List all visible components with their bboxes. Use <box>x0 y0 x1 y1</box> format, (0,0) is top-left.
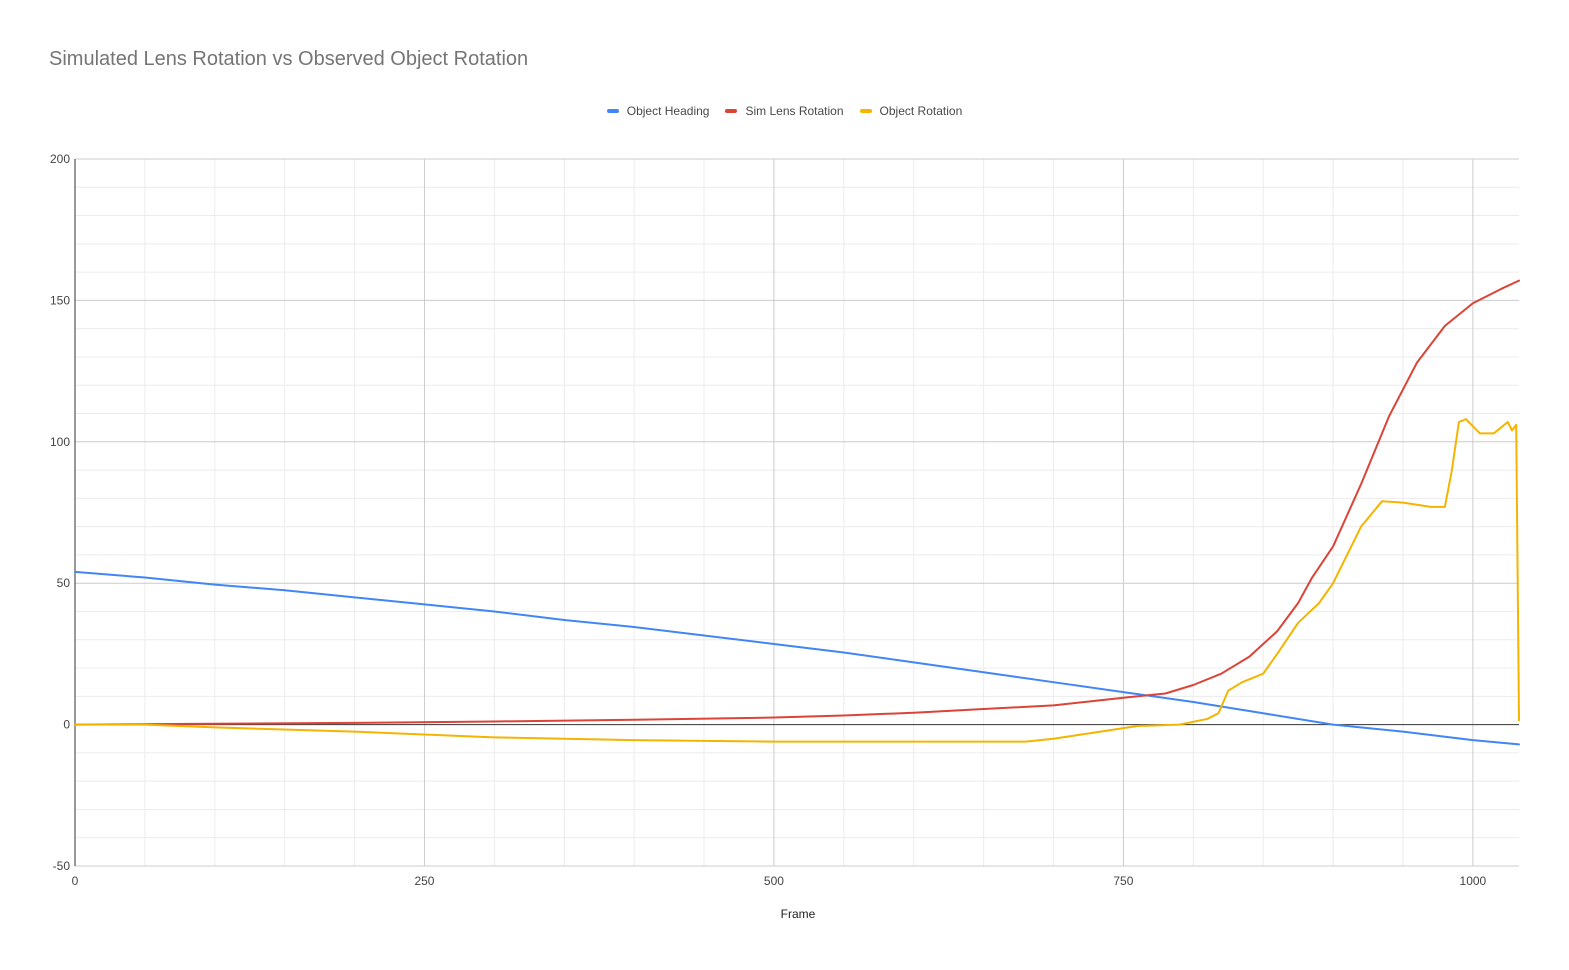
y-tick-label: 0 <box>63 718 70 732</box>
legend-swatch-object-rotation <box>859 109 872 113</box>
legend-item-object-heading[interactable]: Object Heading <box>606 104 710 118</box>
series-line-object-rotation <box>74 418 1520 743</box>
y-tick-label: 100 <box>50 435 70 449</box>
legend: Object Heading Sim Lens Rotation Object … <box>0 104 1569 118</box>
series-line-sim-lens-rotation <box>74 279 1520 726</box>
legend-item-object-rotation[interactable]: Object Rotation <box>859 104 963 118</box>
legend-swatch-sim-lens-rotation <box>725 109 738 113</box>
axes <box>74 159 1519 866</box>
y-tick-label: -50 <box>53 859 71 873</box>
chart-title: Simulated Lens Rotation vs Observed Obje… <box>49 48 529 70</box>
x-tick-label: 0 <box>72 874 79 888</box>
y-tick-label: 150 <box>50 293 70 307</box>
grid-lines <box>75 158 1519 867</box>
y-tick-label: 200 <box>50 152 70 166</box>
x-tick-label: 1000 <box>1460 874 1487 888</box>
legend-label-object-heading: Object Heading <box>626 104 710 118</box>
series-lines <box>74 279 1520 746</box>
legend-item-sim-lens-rotation[interactable]: Sim Lens Rotation <box>725 104 844 118</box>
legend-label-sim-lens-rotation: Sim Lens Rotation <box>745 104 844 118</box>
y-tick-label: 50 <box>57 576 71 590</box>
series-line-object-heading <box>74 570 1520 746</box>
x-axis-title: Frame <box>781 907 816 921</box>
legend-label-object-rotation: Object Rotation <box>879 104 963 118</box>
x-tick-label: 750 <box>1113 874 1133 888</box>
x-tick-label: 250 <box>414 874 434 888</box>
x-tick-label: 500 <box>764 874 784 888</box>
legend-swatch-object-heading <box>606 109 619 113</box>
